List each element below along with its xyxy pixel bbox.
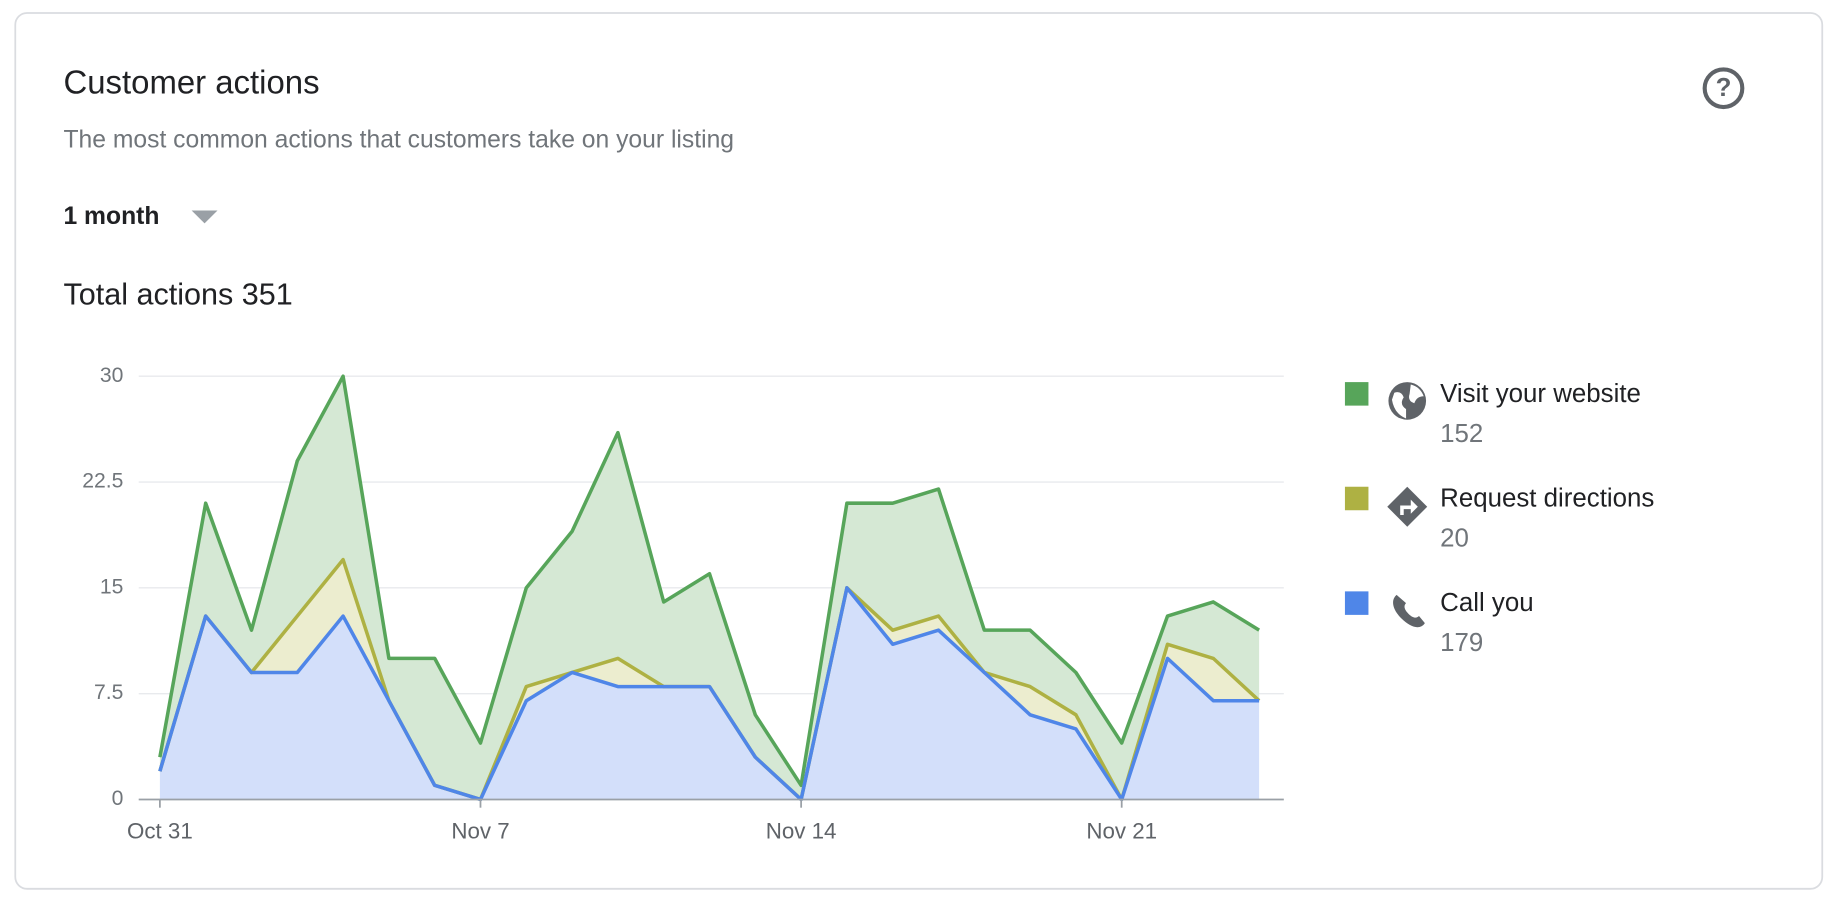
legend-total: 179 <box>1440 629 1483 657</box>
legend-swatch <box>1344 591 1369 615</box>
total-label: Total actions <box>63 277 233 311</box>
legend-name: Visit your website <box>1440 380 1641 408</box>
help-mark[interactable]: ? <box>1716 74 1732 102</box>
legend-name: Call you <box>1440 589 1533 617</box>
y-tick-label: 15 <box>100 575 124 598</box>
y-tick-label: 22.5 <box>82 470 123 493</box>
y-tick-label: 7.5 <box>94 681 123 704</box>
period-dropdown[interactable]: 1 month <box>63 203 218 230</box>
area <box>159 587 1260 800</box>
x-tick-label: Nov 14 <box>766 818 837 843</box>
help-icon[interactable]: ? <box>1702 67 1745 110</box>
card-border <box>14 12 1824 890</box>
y-tick-label: 0 <box>112 787 124 810</box>
legend-swatch <box>1344 486 1369 511</box>
total-value: 351 <box>242 277 293 311</box>
period[interactable]: 1 month <box>63 203 159 230</box>
x-tick-label: Oct 31 <box>127 818 193 843</box>
legend-swatch <box>1344 382 1369 406</box>
line <box>158 586 1260 802</box>
legend-total: 20 <box>1440 524 1469 552</box>
arrow <box>1400 499 1418 515</box>
y-tick-label: 30 <box>100 364 124 387</box>
help-circle[interactable] <box>1702 67 1745 110</box>
phone-icon <box>1393 594 1425 628</box>
legend-name: Request directions <box>1440 484 1654 512</box>
x-tick-label: Nov 21 <box>1086 818 1157 843</box>
globe-icon <box>1388 382 1427 420</box>
x-tick-label: Nov 7 <box>451 818 509 843</box>
area <box>159 376 1260 800</box>
line <box>158 374 1261 788</box>
legend-total: 152 <box>1440 420 1483 448</box>
subtitle: The most common actions that customers t… <box>63 127 734 154</box>
globe-land <box>1391 384 1424 419</box>
total-actions: Total actions 351 <box>63 277 292 311</box>
title: Customer actions <box>63 63 319 100</box>
dropdown-arrow[interactable] <box>191 210 218 224</box>
area <box>159 559 1260 800</box>
